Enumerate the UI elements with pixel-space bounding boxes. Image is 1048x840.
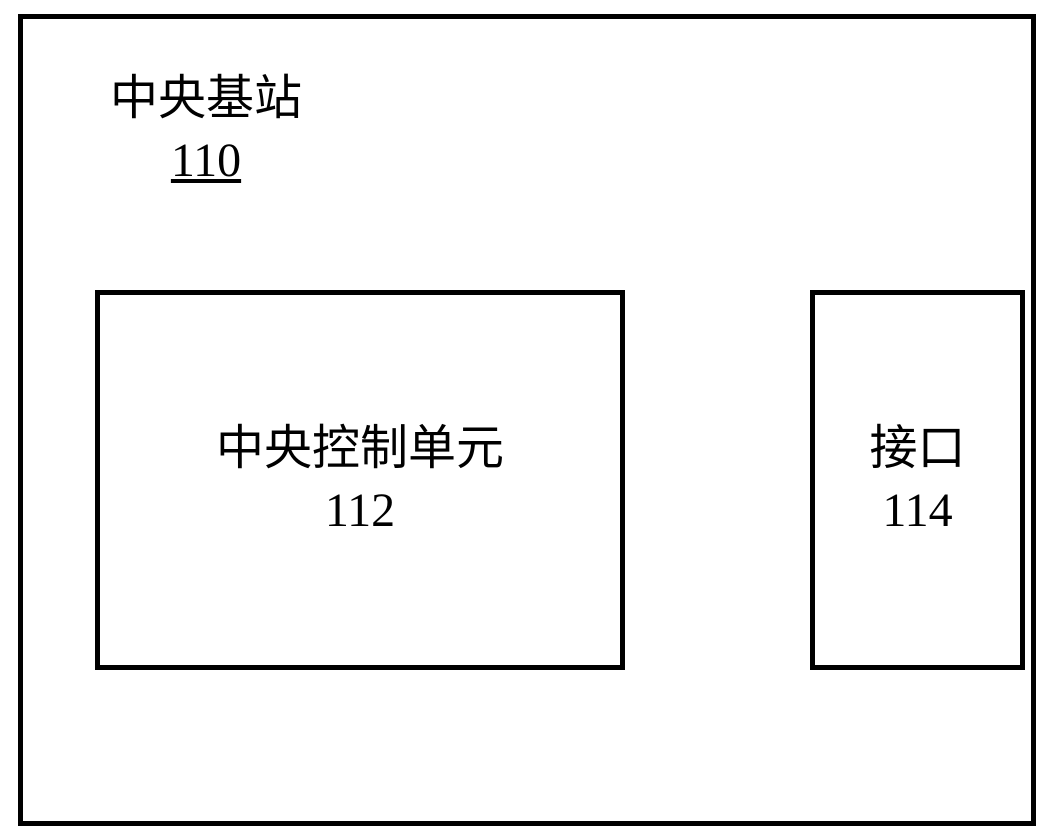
diagram-title-ref: 110 xyxy=(171,130,241,192)
box-ref-interface: 114 xyxy=(882,480,952,542)
box-label-interface: 接口 xyxy=(869,418,965,480)
box-ref-central-control-unit: 112 xyxy=(325,480,395,542)
box-interface: 接口 114 xyxy=(810,290,1025,670)
box-label-central-control-unit: 中央控制单元 xyxy=(216,418,504,480)
box-central-control-unit: 中央控制单元 112 xyxy=(95,290,625,670)
diagram-title-label: 中央基站 xyxy=(110,68,302,130)
diagram-title-block: 中央基站 110 xyxy=(110,68,302,193)
